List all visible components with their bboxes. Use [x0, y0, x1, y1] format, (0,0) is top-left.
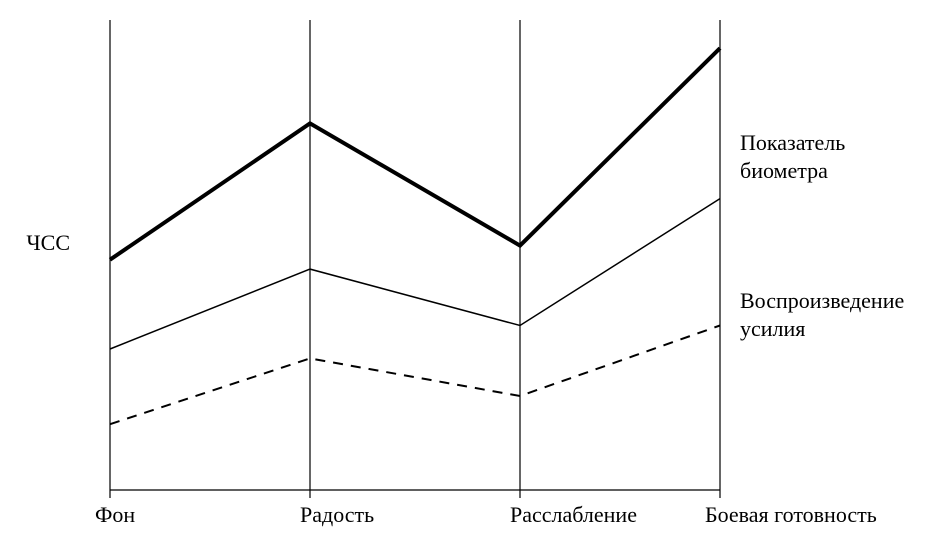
x-axis-label: Расслабление — [510, 502, 637, 527]
series-label: усилия — [740, 316, 805, 341]
series-label: Воспроизведение — [740, 288, 904, 313]
chart-bg — [0, 0, 929, 554]
x-axis-label: Радость — [300, 502, 374, 527]
series-label: биометра — [740, 158, 828, 183]
line-chart: Фон Радость Расслабление Боевая готовность Ч… — [0, 0, 929, 554]
x-axis-label: Фон — [95, 502, 135, 527]
series-label: ЧСС — [26, 230, 70, 255]
series-label: Показатель — [740, 130, 845, 155]
x-axis-label: Боевая готовность — [705, 502, 877, 527]
